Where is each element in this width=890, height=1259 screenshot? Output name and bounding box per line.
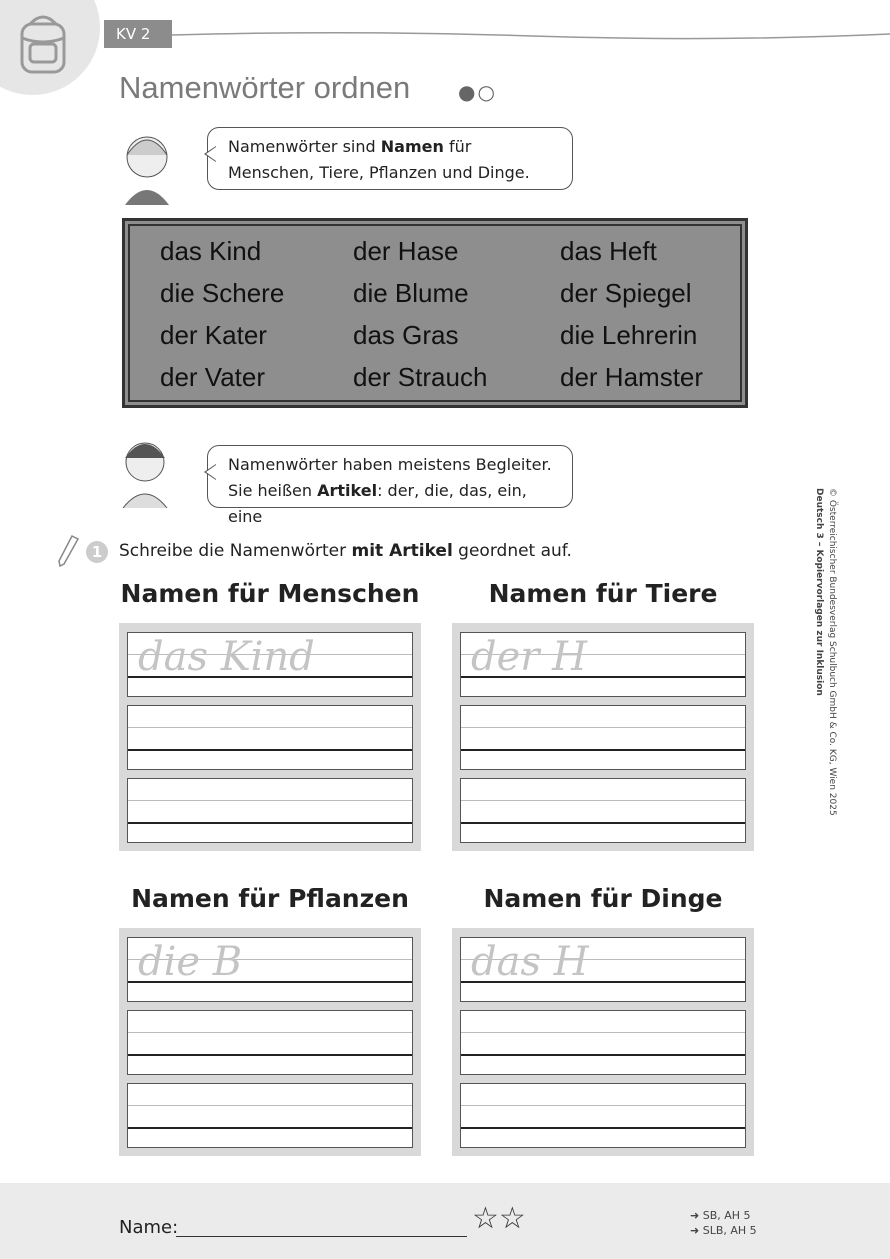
heading-menschen: Namen für Menschen bbox=[120, 579, 420, 608]
bubble-text: für bbox=[443, 137, 472, 156]
word: der Kater bbox=[160, 320, 267, 350]
speech-bubble-namen: Namenwörter sind Namen für Menschen, Tier… bbox=[204, 127, 573, 190]
heading-pflanzen: Namen für Pflanzen bbox=[131, 884, 409, 913]
copyright-line: © Österreichischer Bundesverlag Schulbuc… bbox=[827, 488, 837, 816]
writing-line[interactable] bbox=[127, 778, 413, 843]
bubble-text: : der, die, das, ein, eine bbox=[228, 481, 527, 526]
word: der Vater bbox=[160, 362, 266, 392]
backpack-icon bbox=[20, 15, 66, 74]
page-title: Namenwörter ordnen bbox=[119, 70, 411, 105]
word: der Strauch bbox=[353, 362, 488, 392]
writing-line[interactable] bbox=[127, 1010, 413, 1075]
reference-sb: ➜ SB, AH 5 bbox=[690, 1209, 751, 1222]
trace-example: der H bbox=[471, 634, 587, 680]
girl-illustration bbox=[125, 136, 169, 205]
word: die Lehrerin bbox=[560, 320, 698, 350]
trace-example: das H bbox=[471, 939, 589, 985]
task-number: 1 bbox=[86, 541, 108, 563]
writing-line[interactable] bbox=[460, 778, 746, 843]
word: das Heft bbox=[560, 236, 657, 266]
task-text: geordnet auf. bbox=[452, 541, 572, 561]
writing-panel-menschen: das Kind bbox=[119, 623, 421, 851]
writing-line[interactable]: das Kind bbox=[127, 632, 413, 697]
task-bold: mit Artikel bbox=[351, 541, 453, 561]
word: die Blume bbox=[353, 278, 469, 308]
bubble-text: Menschen, Tiere, Pflanzen und Dinge. bbox=[228, 163, 530, 182]
heading-dinge: Namen für Dinge bbox=[483, 884, 723, 913]
writing-line[interactable] bbox=[460, 705, 746, 770]
footer: Name: ☆☆ ➜ SB, AH 5 ➜ SLB, AH 5 bbox=[0, 1183, 890, 1259]
kv-label: KV 2 bbox=[104, 20, 172, 48]
star-rating[interactable]: ☆☆ bbox=[472, 1201, 526, 1236]
writing-line[interactable] bbox=[127, 1083, 413, 1148]
word: der Hamster bbox=[560, 362, 704, 392]
writing-panel-dinge: das H bbox=[452, 928, 754, 1156]
name-line[interactable] bbox=[176, 1236, 467, 1237]
copyright-note: © Österreichischer Bundesverlag Schulbuc… bbox=[812, 488, 838, 816]
word: das Gras bbox=[353, 320, 459, 350]
word: die Schere bbox=[160, 278, 285, 308]
writing-panel-tiere: der H bbox=[452, 623, 754, 851]
writing-line[interactable]: die B bbox=[127, 937, 413, 1002]
writing-line[interactable]: der H bbox=[460, 632, 746, 697]
task-text: Schreibe die Namenwörter bbox=[119, 541, 352, 561]
trace-example: das Kind bbox=[138, 634, 315, 680]
bubble-text: Namenwörter haben meistens Begleiter. bbox=[228, 455, 552, 474]
word: der Hase bbox=[353, 236, 459, 266]
reference-slb: ➜ SLB, AH 5 bbox=[690, 1224, 757, 1237]
bubble-bold: Artikel bbox=[317, 481, 378, 500]
book-title: Deutsch 3 – Kopiervorlagen zur Inklusion bbox=[814, 488, 824, 696]
bubble-text: Sie heißen bbox=[228, 481, 318, 500]
speech-bubble-artikel: Namenwörter haben meistens Begleiter. Sie… bbox=[204, 445, 573, 526]
heading-tiere: Namen für Tiere bbox=[488, 579, 718, 608]
writing-line[interactable] bbox=[460, 1010, 746, 1075]
difficulty-indicator: ●○ bbox=[458, 80, 497, 104]
pencil-icon bbox=[58, 534, 80, 568]
writing-panel-pflanzen: die B bbox=[119, 928, 421, 1156]
writing-line[interactable] bbox=[127, 705, 413, 770]
writing-line[interactable] bbox=[460, 1083, 746, 1148]
word: der Spiegel bbox=[560, 278, 692, 308]
word-box: das Kind die Schere der Kater der Vater … bbox=[122, 218, 748, 408]
trace-example: die B bbox=[138, 939, 243, 985]
bubble-bold: Namen bbox=[380, 137, 444, 156]
name-label: Name: bbox=[119, 1217, 179, 1238]
writing-line[interactable]: das H bbox=[460, 937, 746, 1002]
task-instruction: Schreibe die Namenwörter mit Artikel geo… bbox=[119, 541, 572, 561]
boy-illustration bbox=[122, 442, 168, 508]
header-line bbox=[172, 31, 890, 40]
word: das Kind bbox=[160, 236, 262, 266]
bubble-text: Namenwörter sind bbox=[228, 137, 381, 156]
